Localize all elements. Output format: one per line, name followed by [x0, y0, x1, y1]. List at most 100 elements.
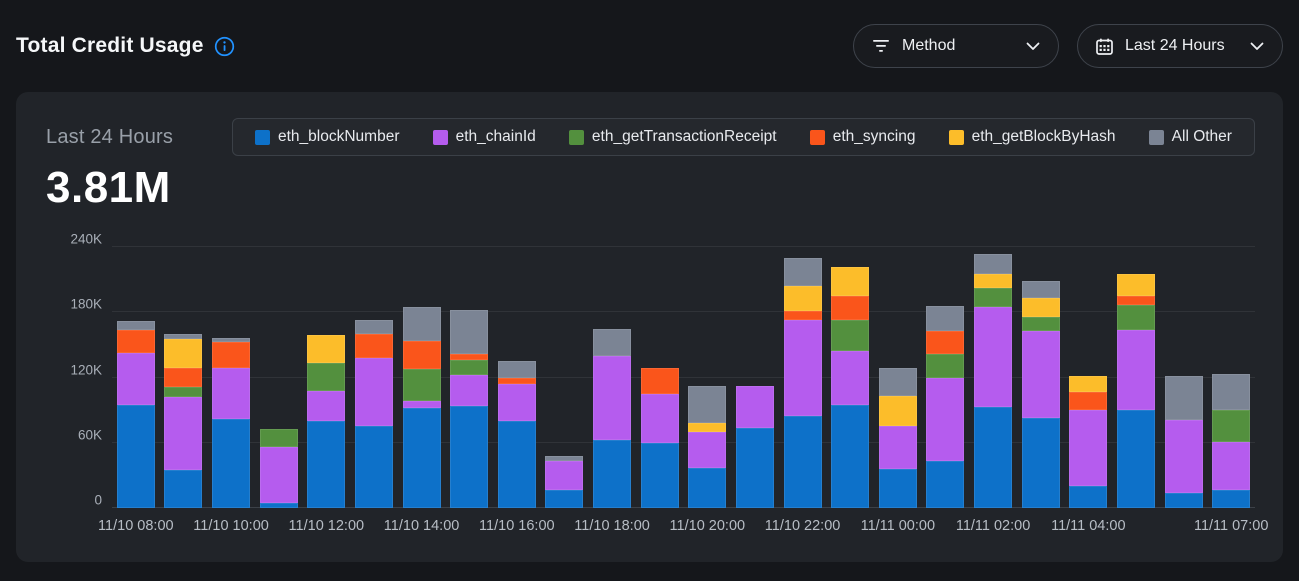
summary-period-label: Last 24 Hours — [46, 126, 174, 148]
stacked-bar-11-10-10-00[interactable] — [212, 338, 251, 508]
x-tick-label: 11/10 10:00 — [193, 518, 269, 534]
x-tick-label: 11/10 20:00 — [669, 518, 746, 534]
bar-segment-eth_chainId — [735, 386, 774, 428]
legend-label: eth_blockNumber — [278, 128, 400, 145]
bar-slot — [493, 247, 541, 508]
bar-segment-eth_blockNumber — [354, 426, 393, 508]
bar-segment-eth_getBlockByHash — [878, 396, 917, 427]
bar-slot — [1065, 247, 1113, 508]
stacked-bar-11-10-15-00[interactable] — [450, 310, 489, 508]
bar-segment-eth_getTransactionReceipt — [402, 368, 441, 402]
summary-total-value: 3.81M — [46, 163, 171, 212]
stacked-bar-11-11-02-00[interactable] — [974, 253, 1013, 508]
bar-segment-eth_blockNumber — [545, 489, 584, 508]
stacked-bar-11-10-21-00[interactable] — [735, 386, 774, 508]
stacked-bar-11-10-22-00[interactable] — [783, 257, 822, 508]
bar-segment-eth_getBlockByHash — [307, 335, 346, 364]
chart-legend: eth_blockNumber eth_chainId eth_getTransac… — [232, 118, 1255, 156]
bar-slot — [398, 247, 446, 508]
bar-segment-eth_blockNumber — [307, 421, 346, 508]
gridline — [112, 507, 1255, 508]
y-tick-label: 120K — [70, 362, 102, 377]
legend-label: eth_chainId — [455, 128, 536, 145]
bar-segment-eth_chainId — [688, 431, 727, 468]
bar-segment-eth_syncing — [831, 295, 870, 320]
stacked-bar-11-11-01-00[interactable] — [926, 305, 965, 508]
stacked-bar-11-10-20-00[interactable] — [688, 386, 727, 508]
bar-segment-eth_getBlockByHash — [783, 286, 822, 312]
bar-slot — [303, 247, 351, 508]
bar-segment-eth_chainId — [307, 390, 346, 421]
x-tick-label: 11/10 08:00 — [98, 518, 174, 534]
bar-segment-All Other — [783, 257, 822, 287]
bar-slot — [445, 247, 493, 508]
stacked-bar-11-10-17-00[interactable] — [545, 455, 584, 508]
plot-wrap: 11/10 08:00 11/10 10:00 11/10 12:00 11/10 1… — [98, 246, 1268, 546]
bar-slot — [731, 247, 779, 508]
bar-segment-All Other — [116, 320, 155, 330]
bar-slot — [969, 247, 1017, 508]
bar-segment-eth_getTransactionReceipt — [164, 387, 203, 398]
x-axis: 11/10 08:00 11/10 10:00 11/10 12:00 11/10 1… — [98, 516, 1268, 546]
stacked-bar-11-11-00-00[interactable] — [878, 367, 917, 508]
legend-item-All Other[interactable]: All Other — [1148, 128, 1232, 146]
legend-item-eth_chainId[interactable]: eth_chainId — [432, 128, 536, 146]
legend-label: All Other — [1171, 128, 1232, 145]
x-tick-label: 11/10 22:00 — [764, 518, 841, 534]
stacked-bar-11-10-18-00[interactable] — [593, 328, 632, 508]
bar-segment-eth_blockNumber — [735, 427, 774, 508]
bar-segment-eth_chainId — [259, 447, 298, 503]
bar-segment-eth_blockNumber — [1212, 489, 1251, 508]
bar-segment-eth_getBlockByHash — [688, 423, 727, 432]
stacked-bar-11-11-06-00[interactable] — [1164, 376, 1203, 508]
legend-item-eth_blockNumber[interactable]: eth_blockNumber — [255, 128, 399, 146]
bar-segment-All Other — [688, 386, 727, 424]
bars-container — [112, 247, 1255, 508]
y-tick-label: 0 — [94, 492, 102, 508]
stacked-bar-11-10-11-00[interactable] — [259, 428, 298, 508]
stacked-bar-11-10-19-00[interactable] — [640, 367, 679, 508]
stacked-bar-11-11-07-00[interactable] — [1212, 374, 1251, 508]
bar-segment-eth_chainId — [450, 375, 489, 406]
bar-segment-All Other — [497, 361, 536, 378]
bar-segment-eth_chainId — [1069, 410, 1108, 487]
bar-segment-All Other — [354, 319, 393, 335]
bar-segment-All Other — [402, 306, 441, 341]
bar-segment-eth_blockNumber — [1164, 492, 1203, 508]
legend-item-eth_getTransactionReceipt[interactable]: eth_getTransactionReceipt — [568, 128, 777, 146]
title-wrap: Total Credit Usage — [16, 34, 235, 58]
stacked-bar-11-11-03-00[interactable] — [1021, 280, 1060, 508]
stacked-bar-11-10-16-00[interactable] — [497, 361, 536, 508]
time-range-dropdown[interactable]: Last 24 Hours — [1077, 24, 1283, 68]
info-icon[interactable] — [214, 36, 235, 57]
stacked-bar-11-10-12-00[interactable] — [307, 335, 346, 508]
stacked-bar-11-10-23-00[interactable] — [831, 266, 870, 508]
stacked-bar-11-11-05-00[interactable] — [1116, 274, 1155, 508]
bar-segment-eth_chainId — [640, 393, 679, 443]
bar-segment-eth_blockNumber — [164, 469, 203, 508]
stacked-bar-11-11-04-00[interactable] — [1069, 376, 1108, 508]
bar-segment-All Other — [450, 310, 489, 354]
y-tick-label: 240K — [70, 231, 102, 247]
bar-segment-eth_getTransactionReceipt — [1116, 304, 1155, 330]
bar-slot — [779, 247, 827, 508]
bar-segment-All Other — [1021, 280, 1060, 299]
bar-slot — [922, 247, 970, 508]
bar-segment-eth_chainId — [878, 426, 917, 469]
legend-swatch — [809, 129, 825, 145]
bar-slot — [160, 247, 208, 508]
legend-item-eth_syncing[interactable]: eth_syncing — [809, 128, 915, 146]
bar-segment-eth_syncing — [402, 340, 441, 369]
bar-segment-eth_getTransactionReceipt — [259, 428, 298, 448]
bar-segment-All Other — [164, 334, 203, 340]
legend-swatch — [1148, 129, 1164, 145]
stacked-bar-11-10-08-00[interactable] — [116, 320, 155, 508]
bar-segment-eth_getBlockByHash — [974, 274, 1013, 289]
stacked-bar-11-10-13-00[interactable] — [354, 319, 393, 508]
method-filter-dropdown[interactable]: Method — [853, 24, 1059, 68]
bar-segment-eth_syncing — [640, 367, 679, 394]
stacked-bar-11-10-14-00[interactable] — [402, 306, 441, 508]
stacked-bar-11-10-09-00[interactable] — [164, 334, 203, 508]
legend-item-eth_getBlockByHash[interactable]: eth_getBlockByHash — [948, 128, 1116, 146]
